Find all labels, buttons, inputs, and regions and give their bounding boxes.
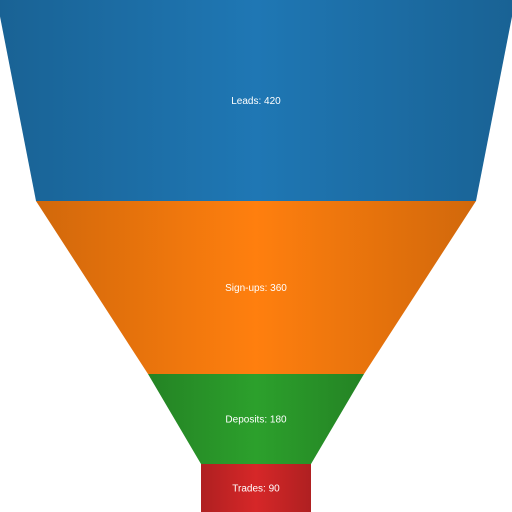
funnel-segment-trades [201, 464, 311, 512]
funnel-label-leads: Leads: 420 [231, 96, 281, 107]
funnel-segment-leads [0, 0, 512, 201]
funnel-segment-sign-ups [36, 201, 476, 374]
funnel-label-trades: Trades: 90 [232, 484, 280, 495]
funnel-label-deposits: Deposits: 180 [225, 415, 287, 426]
funnel-segment-deposits [148, 374, 364, 464]
funnel-label-sign-ups: Sign-ups: 360 [225, 283, 287, 294]
funnel-labels: Leads: 420 Sign-ups: 360 Deposits: 180 Trad… [225, 96, 287, 495]
